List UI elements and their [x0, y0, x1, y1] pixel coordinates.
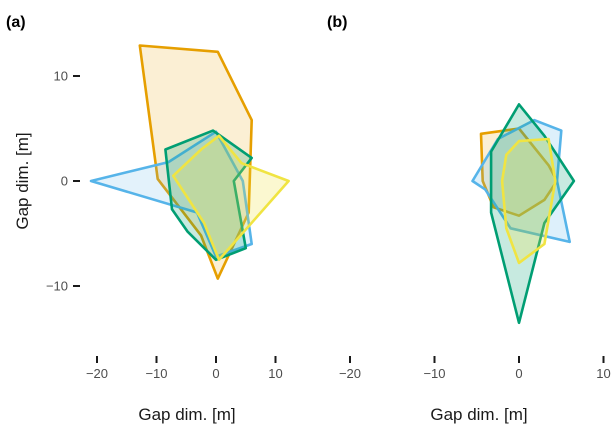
- panel-a-x-axis-title: Gap dim. [m]: [138, 405, 235, 424]
- panel-a-y-tick-label: −10: [46, 279, 68, 294]
- panel-b-x-tick-label: 10: [596, 366, 610, 381]
- panel-a-y-axis-title: Gap dim. [m]: [13, 132, 32, 229]
- panel-b-x-tick-label: 0: [515, 366, 522, 381]
- panel-a-y-tick-label: 0: [61, 174, 68, 189]
- panel-b-x-tick-label: −20: [339, 366, 361, 381]
- panel-a-x-tick-label: −20: [86, 366, 108, 381]
- panel-b-label: (b): [327, 14, 347, 31]
- panel-a-plot: −20 −10 0 10 −10 0 10: [46, 44, 290, 381]
- panel-a-x-tick-label: 0: [212, 366, 219, 381]
- panel-a-series-4-polygon: [171, 134, 290, 262]
- panel-b-series-3-polygon: [489, 103, 576, 325]
- panel-a-x-tick-label: −10: [145, 366, 167, 381]
- panel-b-x-axis-title: Gap dim. [m]: [430, 405, 527, 424]
- panel-b-x-tick-label: −10: [423, 366, 445, 381]
- panel-b-plot: −20 −10 0 10: [339, 103, 611, 381]
- panel-b-series-4-polygon: [500, 137, 557, 265]
- panel-b-series-2-polygon: [471, 118, 572, 244]
- panel-a-y-tick-label: 10: [54, 69, 68, 84]
- panel-a-label: (a): [6, 14, 26, 31]
- panel-a-x-tick-label: 10: [268, 366, 282, 381]
